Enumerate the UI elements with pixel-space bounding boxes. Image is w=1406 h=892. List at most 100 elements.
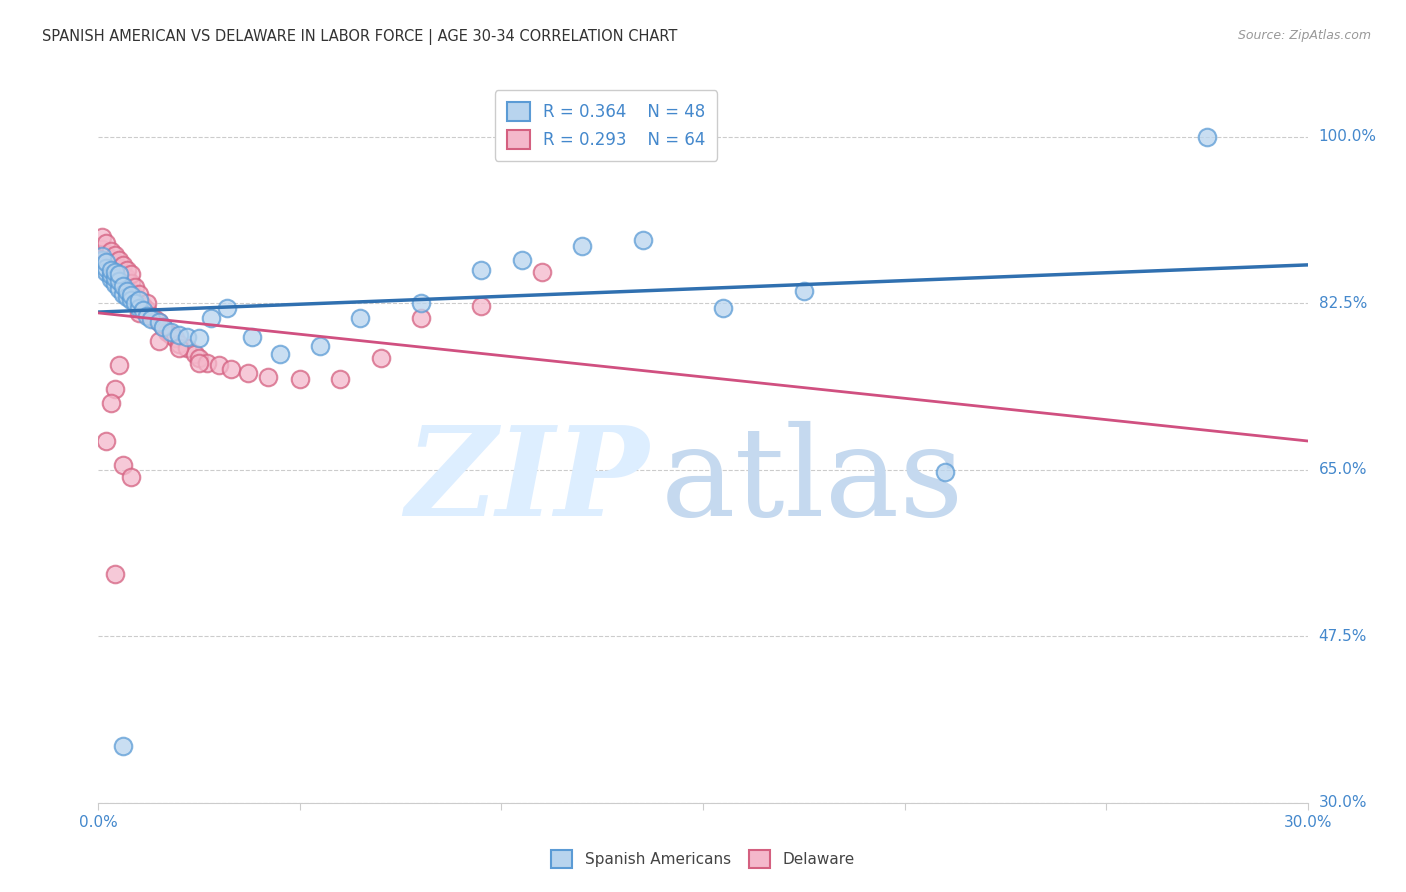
Point xyxy=(188,331,211,345)
Point xyxy=(288,372,311,386)
Point xyxy=(96,236,118,251)
Point xyxy=(91,229,114,244)
Point xyxy=(135,296,157,310)
Point xyxy=(103,265,125,279)
Text: 100.0%: 100.0% xyxy=(1319,129,1376,145)
Point xyxy=(96,255,118,269)
Point xyxy=(100,263,122,277)
Point xyxy=(124,290,146,304)
Point xyxy=(631,233,654,247)
Point xyxy=(143,312,166,326)
Point xyxy=(107,282,129,296)
Point xyxy=(111,286,134,301)
Point xyxy=(120,277,142,291)
Point xyxy=(934,465,956,479)
Point xyxy=(107,274,129,288)
Point xyxy=(120,293,142,308)
Point xyxy=(96,434,118,449)
Text: 82.5%: 82.5% xyxy=(1319,296,1367,310)
Point xyxy=(329,372,352,386)
Point xyxy=(111,739,134,753)
Point xyxy=(115,290,138,304)
Point xyxy=(139,309,162,323)
Text: 47.5%: 47.5% xyxy=(1319,629,1367,644)
Point xyxy=(409,310,432,325)
Point xyxy=(111,258,134,272)
Point xyxy=(120,284,142,298)
Point xyxy=(91,249,114,263)
Point xyxy=(96,261,118,276)
Point xyxy=(152,320,174,334)
Point xyxy=(370,351,392,365)
Point xyxy=(132,302,155,317)
Point xyxy=(349,310,371,325)
Point xyxy=(510,253,533,268)
Point xyxy=(571,239,593,253)
Point xyxy=(91,242,114,256)
Point xyxy=(148,334,170,349)
Point xyxy=(135,309,157,323)
Point xyxy=(103,382,125,396)
Point xyxy=(184,347,207,361)
Point xyxy=(115,284,138,298)
Point xyxy=(256,369,278,384)
Point xyxy=(176,341,198,355)
Point xyxy=(124,296,146,310)
Text: 30.0%: 30.0% xyxy=(1319,796,1367,810)
Point xyxy=(111,458,134,472)
Point xyxy=(176,329,198,343)
Text: atlas: atlas xyxy=(661,421,965,542)
Point xyxy=(103,265,125,279)
Point xyxy=(139,312,162,326)
Text: Source: ZipAtlas.com: Source: ZipAtlas.com xyxy=(1237,29,1371,42)
Point xyxy=(107,270,129,285)
Point xyxy=(120,267,142,281)
Point xyxy=(96,248,118,262)
Point xyxy=(100,244,122,258)
Point xyxy=(91,249,114,263)
Point xyxy=(160,327,183,342)
Point xyxy=(217,301,239,315)
Point xyxy=(167,327,190,342)
Point xyxy=(711,301,734,315)
Point xyxy=(470,299,492,313)
Point xyxy=(188,356,211,370)
Point xyxy=(163,331,186,345)
Point xyxy=(148,315,170,329)
Point xyxy=(111,279,134,293)
Point xyxy=(103,567,125,582)
Point xyxy=(100,272,122,286)
Point xyxy=(96,265,118,279)
Point xyxy=(91,253,114,268)
Point xyxy=(167,341,190,355)
Point xyxy=(111,274,134,288)
Point xyxy=(160,325,183,339)
Point xyxy=(103,248,125,262)
Point xyxy=(124,280,146,294)
Point xyxy=(167,337,190,351)
Point xyxy=(107,261,129,276)
Point xyxy=(100,268,122,282)
Point xyxy=(530,265,553,279)
Legend: Spanish Americans, Delaware: Spanish Americans, Delaware xyxy=(541,841,865,877)
Point xyxy=(793,284,815,298)
Point xyxy=(100,261,122,276)
Text: 65.0%: 65.0% xyxy=(1319,462,1367,477)
Point xyxy=(148,315,170,329)
Point xyxy=(200,310,222,325)
Point xyxy=(100,252,122,266)
Point xyxy=(236,366,259,380)
Point xyxy=(1195,129,1218,144)
Point xyxy=(240,329,263,343)
Point xyxy=(156,325,179,339)
Point xyxy=(188,351,211,365)
Point xyxy=(152,320,174,334)
Point xyxy=(115,270,138,285)
Point xyxy=(269,347,291,361)
Point xyxy=(132,299,155,313)
Point xyxy=(107,358,129,372)
Point xyxy=(107,267,129,281)
Point xyxy=(309,339,332,353)
Point xyxy=(96,253,118,268)
Point xyxy=(107,253,129,268)
